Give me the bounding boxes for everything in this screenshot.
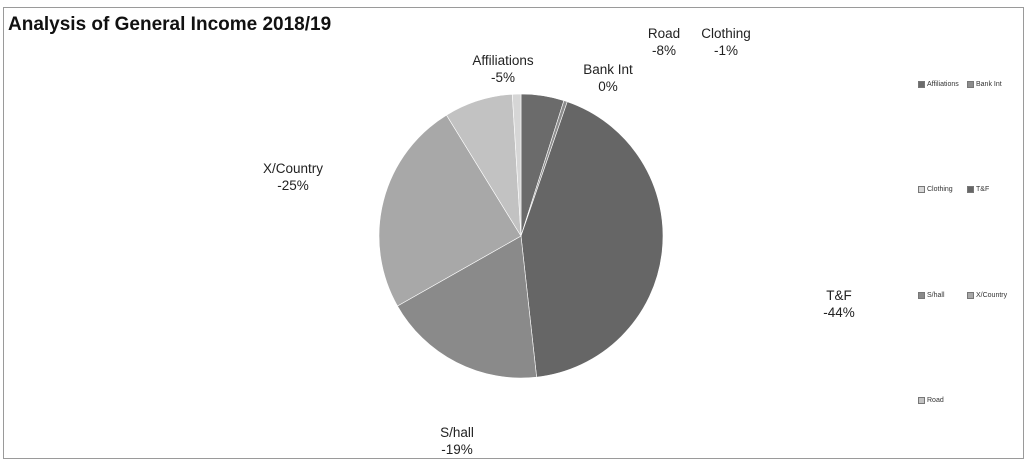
legend-swatch-s-hall [918, 292, 925, 299]
data-label-bank-int-value: 0% [598, 79, 618, 94]
data-label-x-country: X/Country -25% [263, 160, 323, 194]
legend-label-bank-int: Bank Int [976, 81, 1002, 88]
legend-swatch-bank-int [967, 81, 974, 88]
data-label-x-country-name: X/Country [262, 161, 324, 176]
data-label-bank-int: Bank Int 0% [583, 61, 633, 95]
legend-item-x-country: X/Country [967, 292, 1007, 299]
data-label-t-and-f-value: -44% [823, 305, 855, 320]
legend-item-affiliations: Affiliations [918, 81, 959, 88]
legend-label-road: Road [927, 397, 944, 404]
data-label-t-and-f-name: T&F [826, 288, 852, 303]
data-label-affiliations: Affiliations -5% [472, 52, 533, 86]
data-label-clothing-name: Clothing [701, 26, 751, 41]
data-label-clothing-value: -1% [713, 43, 738, 58]
legend-swatch-clothing [918, 186, 925, 193]
legend-label-x-country: X/Country [976, 292, 1008, 299]
legend-item-t-and-f: T&F [967, 186, 989, 193]
legend-label-clothing: Clothing [927, 186, 953, 193]
data-label-clothing: Clothing -1% [701, 25, 751, 59]
data-label-s-hall-name: S/hall [440, 425, 474, 440]
chart-title: Analysis of General Income 2018/19 [8, 14, 332, 35]
pie-slice-clothing [511, 93, 522, 237]
legend-label-affiliations: Affiliations [927, 81, 959, 88]
data-label-road: Road -8% [648, 25, 680, 59]
pie-slice-x-country [378, 114, 522, 307]
data-label-affiliations-value: -5% [490, 70, 516, 85]
legend-swatch-affiliations [918, 81, 925, 88]
legend-swatch-t-and-f [967, 186, 974, 193]
data-label-s-hall-value: -19% [441, 442, 473, 457]
data-label-bank-int-name: Bank Int [583, 62, 633, 77]
data-label-s-hall: S/hall -19% [440, 424, 474, 458]
data-label-t-and-f: T&F -44% [823, 287, 855, 321]
legend-item-bank-int: Bank Int [967, 81, 1002, 88]
legend-label-t-and-f: T&F [976, 186, 990, 193]
legend-item-s-hall: S/hall [918, 292, 945, 299]
legend-item-clothing: Clothing [918, 186, 953, 193]
data-label-affiliations-name: Affiliations [472, 53, 534, 68]
pie-slice-s-hall [397, 235, 537, 379]
legend-swatch-road [918, 397, 925, 404]
data-label-road-name: Road [647, 26, 681, 41]
legend-item-road: Road [918, 397, 944, 404]
legend-swatch-x-country [967, 292, 974, 299]
legend-label-s-hall: S/hall [927, 292, 945, 299]
data-label-x-country-value: -25% [277, 178, 309, 193]
data-label-road-value: -8% [651, 43, 676, 58]
pie-slice-t-f [520, 101, 664, 378]
